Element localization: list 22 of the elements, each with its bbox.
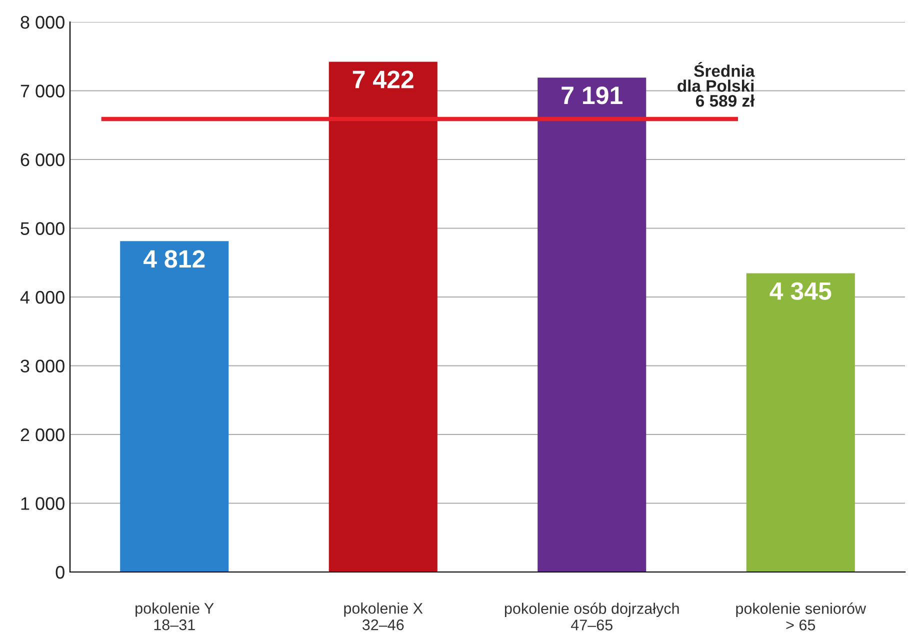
y-tick-label: 0: [56, 566, 64, 579]
y-tick-label: 4 000: [20, 290, 64, 304]
ref-line-label: Średnia dla Polski 6 589 zł: [678, 62, 755, 107]
x-tick-label: pokolenie osób dojrzałych 47–65: [504, 602, 679, 630]
bar: [538, 78, 646, 572]
data-label: 4 812: [143, 250, 205, 268]
bar: [120, 241, 229, 572]
bar: [328, 62, 438, 572]
y-tick-label: 1 000: [21, 497, 64, 510]
bar: [746, 273, 855, 572]
data-label: 7 191: [562, 86, 622, 104]
y-tick-label: 5 000: [20, 222, 64, 235]
y-tick-label: 6 000: [20, 153, 64, 166]
y-tick-label: 8 000: [20, 16, 64, 29]
x-tick-label: pokolenie Y 18–31: [136, 602, 214, 630]
x-tick-label: pokolenie X 32–46: [344, 602, 423, 630]
x-tick-label: pokolenie seniorów > 65: [736, 602, 866, 630]
y-tick-label: 7 000: [20, 84, 64, 98]
data-label: 4 345: [770, 282, 832, 300]
y-tick-label: 2 000: [20, 428, 64, 442]
data-label: 7 422: [352, 70, 414, 88]
y-tick-label: 3 000: [20, 360, 64, 372]
